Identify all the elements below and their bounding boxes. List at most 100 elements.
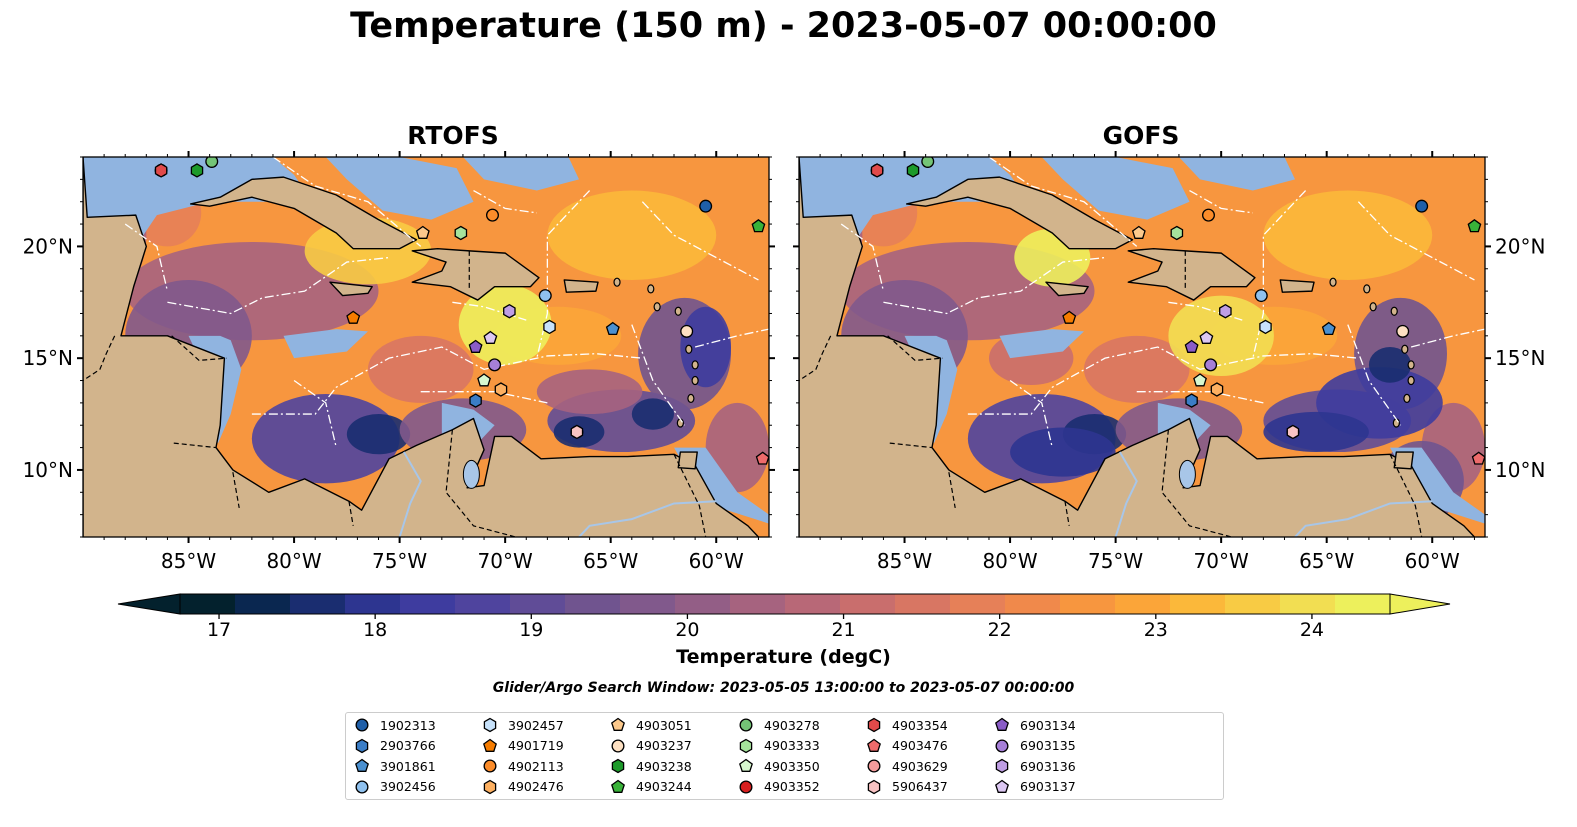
legend-marker-icon <box>611 717 625 731</box>
legend-label: 6903136 <box>1020 758 1076 774</box>
float-marker-3901861 <box>605 321 620 336</box>
legend-item: 4903244 <box>610 777 692 797</box>
legend-item: 4903476 <box>866 736 948 756</box>
legend-marker-shape <box>611 758 625 774</box>
float-marker-4903476 <box>755 451 769 465</box>
map-panel-rtofs: 85°W 80°W 75°W 70°W 65°W 60°W 20°N 15°N 10°N <box>23 151 775 573</box>
lat-tick-label: 20°N <box>1495 234 1545 258</box>
float-marker-6903134 <box>468 339 483 353</box>
colorbar-segment <box>455 594 511 614</box>
legend-item: 4903629 <box>866 756 948 776</box>
float-marker-4903244 <box>751 218 766 233</box>
float-marker-3902457 <box>543 319 556 335</box>
colorbar-segment <box>290 594 346 614</box>
legend-marker-icon <box>995 779 1009 793</box>
legend-label: 5906437 <box>892 779 948 794</box>
legend-marker-shape <box>483 717 497 733</box>
panel-title-rtofs: RTOFS <box>407 121 499 150</box>
colorbar-segment <box>895 594 951 614</box>
float-marker-4903238 <box>906 163 920 178</box>
legend-label: 4903476 <box>892 738 948 753</box>
float-marker-4903350 <box>477 373 491 387</box>
lat-tick-label: 10°N <box>23 458 73 482</box>
lon-tick-label: 65°W <box>583 549 638 573</box>
colorbar: 17 18 19 20 21 22 23 24 <box>117 593 1451 641</box>
colorbar-segment <box>1335 594 1391 614</box>
legend-item: 4902476 <box>482 777 564 797</box>
legend-marker-icon <box>483 779 497 794</box>
legend-label: 1902313 <box>380 717 436 733</box>
float-marker-4903237 <box>1396 324 1410 338</box>
legend-item: 2903766 <box>354 736 436 756</box>
legend-item: 6903135 <box>994 736 1076 756</box>
colorbar-tick-label: 24 <box>1300 619 1324 641</box>
legend-marker-shape <box>355 758 369 772</box>
legend-marker-shape <box>355 718 369 732</box>
legend-marker-icon <box>739 780 753 793</box>
float-marker-4902476 <box>1210 382 1224 397</box>
float-marker-3902457 <box>1259 319 1272 335</box>
lon-tick-label: 60°W <box>689 549 744 573</box>
legend-marker-shape <box>739 738 753 753</box>
legend-marker-icon <box>355 758 369 772</box>
legend-marker-shape <box>611 717 625 731</box>
legend-marker-shape <box>611 779 625 793</box>
legend-item: 6903134 <box>994 715 1076 735</box>
colorbar-segment <box>235 594 291 614</box>
float-marker-4902113 <box>1201 208 1215 222</box>
lon-tick-label: 60°W <box>1405 549 1460 573</box>
float-marker-2903766 <box>1185 393 1198 408</box>
colorbar-tick-label: 21 <box>831 619 855 641</box>
legend-marker-icon <box>611 779 625 793</box>
legend-marker-icon <box>355 780 369 793</box>
legend-label: 6903135 <box>1020 738 1076 753</box>
legend-marker-icon <box>995 739 1009 752</box>
colorbar-segment <box>620 594 676 614</box>
legend-item: 4903350 <box>738 756 820 776</box>
colorbar-tick-label: 19 <box>519 619 543 641</box>
legend-item: 3902457 <box>482 715 564 735</box>
colorbar-tick-label: 17 <box>207 619 231 641</box>
colorbar-tick-label: 20 <box>675 619 699 641</box>
colorbar-segment <box>345 594 401 614</box>
legend-item: 4903352 <box>738 777 820 797</box>
colorbar-segment <box>1170 594 1226 614</box>
float-marker-4903238 <box>190 163 204 178</box>
lat-tick-label: 15°N <box>1495 346 1545 370</box>
colorbar-segment <box>565 594 621 614</box>
float-marker-6903135 <box>488 358 502 372</box>
float-marker-2903766 <box>469 393 482 408</box>
legend-marker-icon <box>739 758 753 772</box>
legend-marker-icon <box>483 759 497 773</box>
legend-marker-icon <box>611 739 625 752</box>
float-marker-4903237 <box>680 324 694 338</box>
legend-marker-shape <box>995 758 1009 774</box>
colorbar-tick-label: 18 <box>363 619 387 641</box>
legend-item: 3901861 <box>354 756 436 776</box>
legend-marker-icon <box>995 758 1009 774</box>
legend-marker-icon <box>867 779 881 794</box>
legend-marker-icon <box>995 717 1009 731</box>
legend-item: 4903051 <box>610 715 692 735</box>
legend-marker-shape <box>995 779 1009 793</box>
float-marker-6903134 <box>1184 339 1199 353</box>
float-marker-4903278 <box>921 157 935 168</box>
legend-marker-shape <box>355 780 369 793</box>
legend-marker-shape <box>995 717 1009 731</box>
legend-marker-icon <box>867 759 881 773</box>
legend-label: 3902456 <box>380 779 436 794</box>
lat-tick-label: 10°N <box>1495 458 1545 482</box>
legend-label: 4903051 <box>636 717 692 733</box>
float-marker-4903333 <box>454 225 468 241</box>
legend-marker-icon <box>739 738 753 753</box>
map-frame <box>82 156 770 538</box>
legend-label: 3901861 <box>380 758 436 774</box>
legend-label: 4903333 <box>764 738 820 753</box>
legend-item: 4903238 <box>610 756 692 776</box>
lon-tick-label: 65°W <box>1299 549 1354 573</box>
float-marker-6903136 <box>503 303 516 319</box>
legend-label: 4903629 <box>892 758 948 774</box>
legend-marker-shape <box>867 738 881 752</box>
legend-marker-icon <box>867 717 881 733</box>
legend-label: 6903137 <box>1020 779 1076 794</box>
